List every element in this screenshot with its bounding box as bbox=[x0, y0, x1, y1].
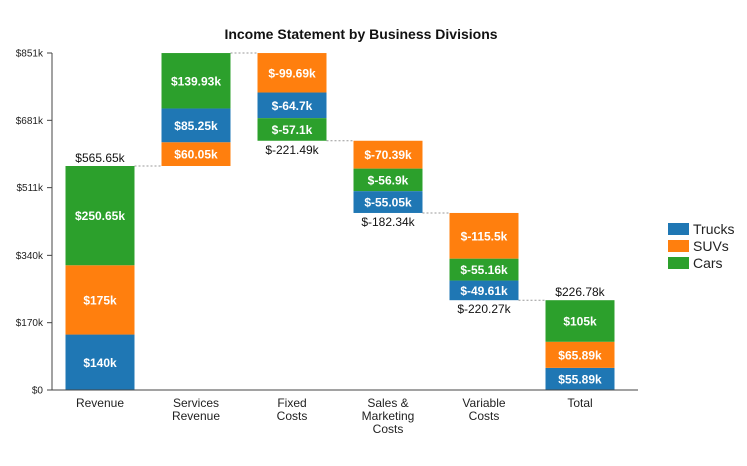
x-tick-label-total: Total bbox=[567, 396, 592, 410]
labels: $140k $175k $250.65k $565.65k $60.05k $85.25k… bbox=[75, 66, 606, 386]
data-label-variable-costs-suvs: $-115.5k bbox=[461, 229, 508, 243]
y-tick-label: $851k bbox=[16, 49, 44, 60]
legend-swatch-cars bbox=[668, 257, 689, 269]
data-label-total-cars: $105k bbox=[563, 314, 597, 328]
y-tick-label: $0 bbox=[32, 386, 44, 397]
data-label-total-suvs: $65.89k bbox=[558, 348, 602, 362]
bar-sales-marketing-costs-cars bbox=[353, 168, 423, 192]
data-label-revenue-cars: $250.65k bbox=[75, 209, 125, 223]
total-label-fixed-costs: $-221.49k bbox=[265, 143, 319, 157]
data-label-sales-marketing-costs-cars: $-56.9k bbox=[368, 173, 409, 187]
bar-variable-costs-cars bbox=[449, 258, 519, 281]
data-label-variable-costs-trucks: $-49.61k bbox=[460, 284, 508, 298]
bar-fixed-costs-trucks bbox=[257, 92, 327, 119]
legend-label-cars: Cars bbox=[693, 255, 723, 271]
bar-services-revenue-trucks bbox=[161, 108, 231, 143]
data-label-fixed-costs-cars: $-57.1k bbox=[272, 123, 313, 137]
x-tick-label-variable-costs: Variable Costs bbox=[462, 396, 505, 423]
bar-services-revenue-suvs bbox=[161, 142, 231, 166]
data-label-total-trucks: $55.89k bbox=[558, 372, 602, 386]
connectors bbox=[134, 52, 546, 301]
bar-revenue-trucks bbox=[65, 334, 135, 390]
x-tick-label-sales-marketing-costs: Sales & Marketing Costs bbox=[362, 396, 415, 436]
data-label-variable-costs-cars: $-55.16k bbox=[460, 263, 508, 277]
data-label-fixed-costs-suvs: $-99.69k bbox=[268, 66, 316, 80]
data-label-services-revenue-cars: $139.93k bbox=[171, 74, 221, 88]
y-tick-label: $170k bbox=[16, 318, 44, 329]
bar-sales-marketing-costs-trucks bbox=[353, 191, 423, 213]
x-tick-label-fixed-costs: Fixed Costs bbox=[277, 396, 308, 423]
total-label-variable-costs: $-220.27k bbox=[457, 302, 511, 316]
x-axis: Revenue Services Revenue Fixed Costs Sales & M… bbox=[52, 389, 638, 436]
bar-fixed-costs-cars bbox=[257, 118, 327, 141]
x-tick-label-revenue: Revenue bbox=[76, 396, 124, 410]
data-label-revenue-suvs: $175k bbox=[83, 293, 117, 307]
bars bbox=[65, 53, 615, 390]
chart-title: Income Statement by Business Divisions bbox=[224, 26, 497, 42]
data-label-sales-marketing-costs-suvs: $-70.39k bbox=[364, 148, 412, 162]
data-label-sales-marketing-costs-trucks: $-55.05k bbox=[364, 196, 412, 210]
data-label-fixed-costs-trucks: $-64.7k bbox=[272, 99, 313, 113]
total-label-sales-marketing-costs: $-182.34k bbox=[361, 215, 415, 229]
legend-label-trucks: Trucks bbox=[693, 221, 734, 237]
legend-swatch-suvs bbox=[668, 240, 689, 252]
legend-swatch-trucks bbox=[668, 223, 689, 235]
bar-revenue-suvs bbox=[65, 265, 135, 335]
y-tick-label: $681k bbox=[16, 116, 44, 127]
y-axis: $0 $170k $340k $511k $681k $851k bbox=[16, 49, 53, 397]
data-label-services-revenue-suvs: $60.05k bbox=[174, 148, 218, 162]
total-label-revenue: $565.65k bbox=[75, 151, 125, 165]
bar-variable-costs-suvs bbox=[449, 212, 519, 259]
bar-services-revenue-cars bbox=[161, 53, 231, 109]
bar-total-suvs bbox=[545, 341, 615, 368]
bar-variable-costs-trucks bbox=[449, 280, 519, 301]
y-tick-label: $511k bbox=[16, 183, 44, 194]
y-tick-label: $340k bbox=[16, 251, 44, 262]
data-label-services-revenue-trucks: $85.25k bbox=[174, 119, 218, 133]
x-tick-label-services-revenue: Services Revenue bbox=[172, 396, 220, 423]
bar-total-cars bbox=[545, 300, 615, 342]
bar-total-trucks bbox=[545, 367, 615, 390]
bar-fixed-costs-suvs bbox=[257, 53, 327, 93]
data-label-revenue-trucks: $140k bbox=[83, 356, 117, 370]
bar-sales-marketing-costs-suvs bbox=[353, 140, 423, 169]
bar-revenue-cars bbox=[65, 165, 135, 266]
total-label-total: $226.78k bbox=[555, 285, 605, 299]
legend-label-suvs: SUVs bbox=[693, 238, 729, 254]
